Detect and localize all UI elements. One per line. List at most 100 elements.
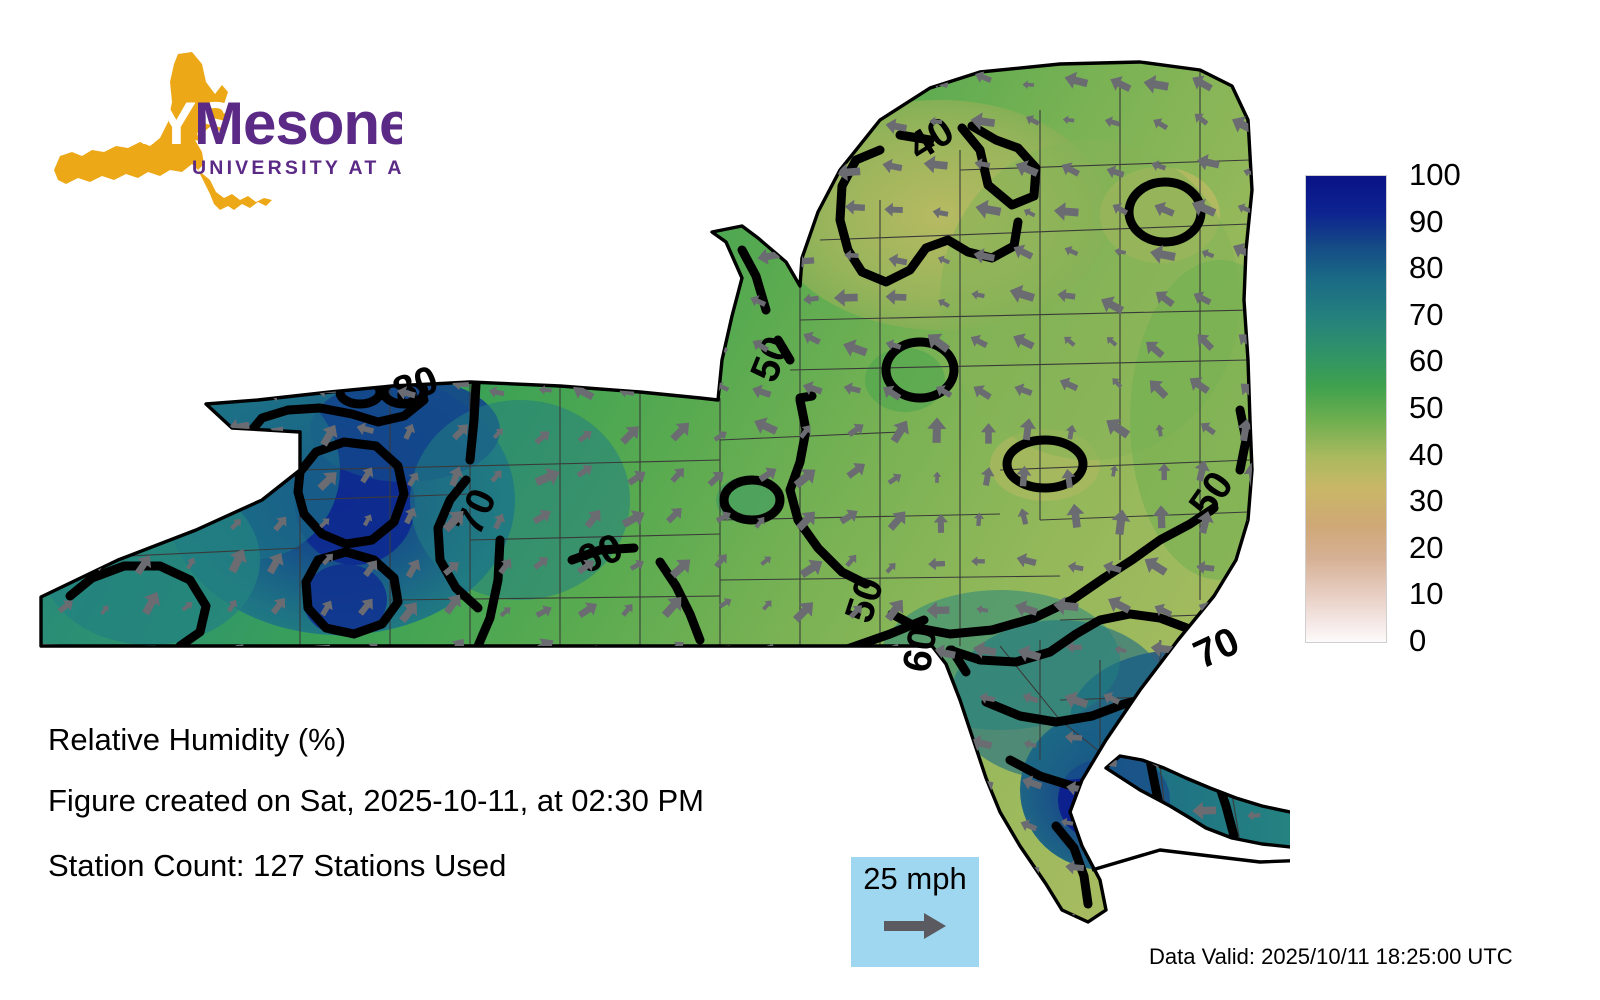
wind-arrow-icon: [98, 71, 118, 93]
wind-arrow-icon: [1112, 734, 1126, 746]
colorbar-tick-30: 30: [1409, 483, 1444, 519]
wind-arrow-icon: [618, 71, 642, 91]
wind-arrow-icon: [667, 853, 695, 880]
wind-arrow-icon: [310, 284, 337, 309]
wind-arrow-icon: [847, 773, 866, 793]
wind-arrow-icon: [438, 683, 468, 712]
wind-arrow-icon: [175, 462, 202, 490]
wind-arrow-icon: [569, 114, 600, 141]
wind-arrow-icon: [225, 155, 249, 179]
wind-arrow-icon: [925, 680, 950, 701]
wind-arrow-icon: [269, 898, 300, 922]
wind-arrow-icon: [1237, 684, 1252, 709]
wind-arrow-icon: [802, 71, 820, 86]
wind-arrow-icon: [849, 683, 865, 699]
wind-arrow-icon: [1193, 756, 1218, 765]
wind-arrow-icon: [436, 202, 465, 227]
wind-arrow-icon: [489, 288, 515, 311]
wind-arrow-icon: [749, 859, 770, 879]
wind-arrow-icon: [93, 678, 119, 705]
wind-arrow-icon: [182, 337, 199, 351]
wind-arrow-icon: [268, 196, 295, 221]
wind-arrow-icon: [142, 423, 159, 442]
wind-arrow-icon: [49, 157, 67, 174]
wind-arrow-icon: [175, 685, 205, 712]
wind-arrow-icon: [393, 330, 422, 354]
wind-arrow-icon: [54, 247, 69, 262]
wind-arrow-icon: [259, 105, 290, 134]
humidity-map: 40 50 50 50 60 60 70 70 80: [39, 60, 1290, 924]
wind-arrow-icon: [582, 340, 603, 357]
wind-arrow-icon: [707, 858, 725, 875]
wind-arrow-icon: [701, 680, 730, 708]
wind-arrow-icon: [445, 339, 465, 355]
wind-arrow-icon: [749, 160, 769, 176]
colorbar-tick-70: 70: [1409, 296, 1444, 332]
wind-arrow-icon: [317, 337, 339, 354]
wind-arrow-icon: [221, 690, 243, 711]
wind-arrow-icon: [51, 463, 67, 479]
wind-arrow-icon: [83, 378, 111, 401]
wind-arrow-icon: [187, 164, 206, 182]
wind-arrow-icon: [1244, 779, 1252, 792]
wind-arrow-icon: [534, 909, 557, 922]
wind-arrow-icon: [180, 820, 199, 839]
wind-arrow-icon: [136, 248, 155, 267]
wind-arrow-icon: [530, 858, 556, 881]
wind-arrow-icon: [753, 73, 771, 88]
wind-speed-key: 25 mph: [851, 857, 979, 967]
wind-arrow-icon: [792, 159, 817, 178]
wind-arrow-icon: [1235, 68, 1252, 92]
wind-arrow-icon: [93, 427, 109, 444]
wind-arrow-icon: [44, 115, 72, 141]
wind-arrow-icon: [348, 159, 378, 185]
wind-arrow-icon: [480, 337, 507, 357]
wind-arrow-icon: [493, 118, 507, 129]
wind-arrow-icon: [1106, 902, 1127, 921]
wind-arrow-icon: [663, 906, 683, 922]
wind-arrow-icon: [133, 71, 157, 93]
wind-arrow-icon: [887, 75, 903, 88]
wind-arrow-icon: [495, 824, 512, 839]
wind-arrow-icon: [359, 817, 379, 835]
wind-arrow-icon: [87, 467, 113, 493]
figure-created-text: Figure created on Sat, 2025-10-11, at 02…: [48, 783, 704, 818]
wind-arrow-icon: [1107, 819, 1130, 840]
colorbar-tick-100: 100: [1409, 157, 1461, 192]
wind-arrow-icon: [583, 248, 598, 261]
wind-arrow-icon: [451, 76, 469, 91]
wind-key-label: 25 mph: [863, 861, 967, 896]
wind-arrow-icon: [354, 250, 372, 267]
wind-arrow-icon: [490, 162, 511, 179]
wind-arrow-icon: [53, 200, 72, 220]
wind-arrow-icon: [353, 720, 386, 751]
wind-arrow-icon: [184, 245, 205, 264]
wind-arrow-icon: [708, 810, 741, 841]
wind-arrow-icon: [751, 772, 783, 802]
wind-arrow-icon: [878, 719, 905, 749]
colorbar-tick-90: 90: [1409, 203, 1444, 239]
wind-arrow-icon: [846, 819, 868, 843]
wind-arrow-icon: [578, 721, 605, 748]
wind-arrow-icon: [663, 122, 682, 137]
wind-arrow-icon: [663, 290, 689, 313]
wind-arrow-icon: [1193, 900, 1216, 920]
wind-arrow-icon: [620, 819, 640, 838]
logo-state-silhouette: [54, 52, 272, 210]
wind-arrow-icon: [530, 65, 560, 91]
wind-arrow-icon: [97, 644, 121, 668]
wind-arrow-icon: [977, 907, 997, 922]
wind-arrow-icon: [443, 903, 467, 922]
wind-arrow-icon: [613, 289, 642, 313]
wind-arrow-icon: [222, 329, 250, 352]
wind-arrow-icon: [272, 647, 288, 662]
wind-arrow-icon: [400, 120, 417, 134]
wind-arrow-icon: [578, 297, 595, 310]
wind-arrow-icon: [356, 336, 373, 350]
wind-arrow-icon: [436, 150, 466, 177]
wind-arrow-icon: [496, 735, 513, 752]
wind-arrow-icon: [795, 815, 815, 836]
wind-arrow-icon: [577, 155, 600, 176]
wind-arrow-icon: [360, 902, 383, 922]
wind-arrow-icon: [881, 684, 909, 711]
